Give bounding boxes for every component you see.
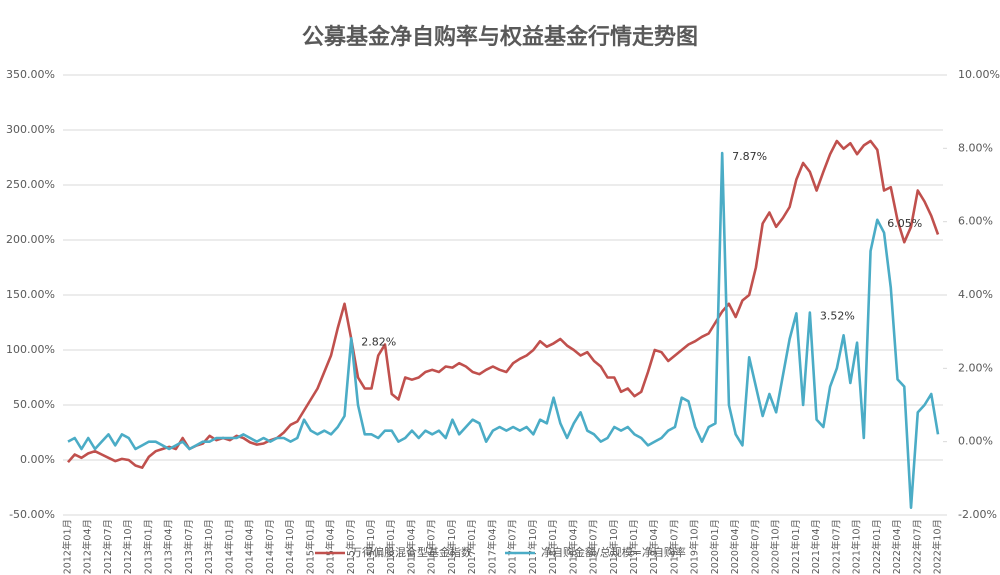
chart-title: 公募基金净自购率与权益基金行情走势图 <box>302 24 698 50</box>
x-tick-label: 2014年01月 <box>223 519 235 574</box>
x-tick-label: 2020年07月 <box>749 519 761 574</box>
x-tick-label: 2022年01月 <box>871 519 883 574</box>
x-tick-label: 2021年10月 <box>851 519 863 574</box>
x-tick-label: 2020年04月 <box>729 519 741 574</box>
x-tick-label: 2020年01月 <box>709 519 721 574</box>
x-tick-label: 2016年07月 <box>426 519 438 574</box>
data-label: 2.82% <box>361 335 396 348</box>
x-tick-label: 2014年10月 <box>284 519 296 574</box>
y-tick-label: 300.00% <box>6 123 55 136</box>
x-tick-label: 2017年04月 <box>486 519 498 574</box>
data-label: 3.52% <box>820 310 855 323</box>
x-tick-label: 2018年10月 <box>608 519 620 574</box>
legend-label: 万得偏股混合型基金指数 <box>351 545 472 559</box>
x-tick-label: 2012年04月 <box>82 519 94 574</box>
y-tick-label: 0.00% <box>20 453 55 466</box>
y-tick-label: -50.00% <box>9 508 55 521</box>
x-tick-label: 2018年04月 <box>567 519 579 574</box>
x-tick-label: 2016年04月 <box>405 519 417 574</box>
x-tick-label: 2013年07月 <box>183 519 195 574</box>
x-tick-label: 2015年04月 <box>325 519 337 574</box>
y2-tick-label: 10.00% <box>958 68 1000 81</box>
data-label: 7.87% <box>732 150 767 163</box>
x-tick-label: 2015年01月 <box>304 519 316 574</box>
x-tick-label: 2015年10月 <box>365 519 377 574</box>
x-tick-label: 2017年01月 <box>466 519 478 574</box>
x-tick-label: 2017年10月 <box>527 519 539 574</box>
y-tick-label: 50.00% <box>13 398 55 411</box>
x-tick-label: 2019年10月 <box>689 519 701 574</box>
x-tick-label: 2013年01月 <box>142 519 154 574</box>
x-tick-label: 2014年04月 <box>244 519 256 574</box>
x-tick-label: 2014年07月 <box>264 519 276 574</box>
y-tick-label: 350.00% <box>6 68 55 81</box>
x-tick-label: 2018年07月 <box>588 519 600 574</box>
y2-tick-label: 2.00% <box>958 361 993 374</box>
x-tick-label: 2017年07月 <box>507 519 519 574</box>
x-tick-label: 2013年10月 <box>203 519 215 574</box>
legend-label: 净自购金额/总规模=净自购率 <box>541 545 686 559</box>
x-tick-label: 2021年07月 <box>830 519 842 574</box>
x-tick-label: 2013年04月 <box>163 519 175 574</box>
x-tick-label: 2019年01月 <box>628 519 640 574</box>
y-tick-label: 150.00% <box>6 288 55 301</box>
y2-tick-label: 8.00% <box>958 141 993 154</box>
x-tick-label: 2015年07月 <box>345 519 357 574</box>
x-tick-label: 2018年01月 <box>547 519 559 574</box>
series-line <box>67 151 940 509</box>
x-tick-label: 2021年01月 <box>790 519 802 574</box>
x-tick-label: 2022年07月 <box>911 519 923 574</box>
x-tick-label: 2019年04月 <box>648 519 660 574</box>
data-label: 6.05% <box>887 217 922 230</box>
y-tick-label: 100.00% <box>6 343 55 356</box>
series-line <box>67 139 940 469</box>
x-tick-label: 2016年10月 <box>446 519 458 574</box>
y2-tick-label: 0.00% <box>958 435 993 448</box>
x-tick-label: 2020年10月 <box>770 519 782 574</box>
x-tick-label: 2012年10月 <box>122 519 134 574</box>
y2-tick-label: -2.00% <box>958 508 997 521</box>
x-tick-label: 2022年10月 <box>932 519 944 574</box>
y-tick-label: 200.00% <box>6 233 55 246</box>
x-tick-label: 2021年04月 <box>810 519 822 574</box>
x-tick-label: 2022年04月 <box>891 519 903 574</box>
x-tick-label: 2012年01月 <box>62 519 74 574</box>
x-tick-label: 2019年07月 <box>668 519 680 574</box>
y2-tick-label: 4.00% <box>958 288 993 301</box>
x-tick-label: 2012年07月 <box>102 519 114 574</box>
x-tick-label: 2016年01月 <box>385 519 397 574</box>
y-tick-label: 250.00% <box>6 178 55 191</box>
y2-tick-label: 6.00% <box>958 215 993 228</box>
